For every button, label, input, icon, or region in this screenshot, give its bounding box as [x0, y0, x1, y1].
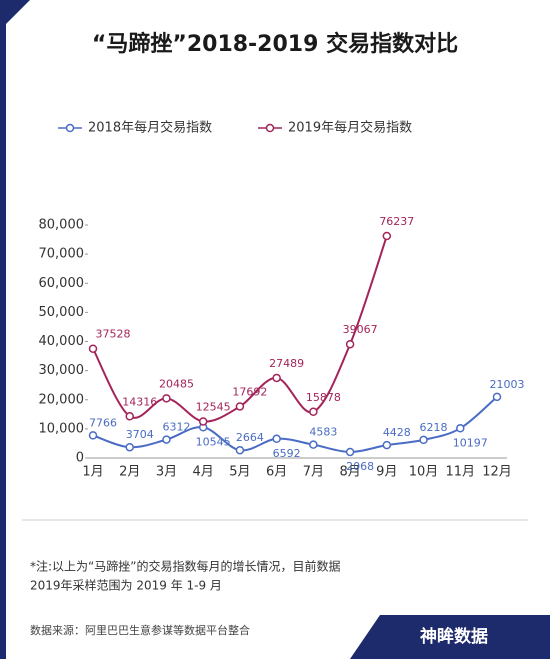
x-tick-label: 8月: [339, 465, 360, 480]
data-point: [272, 373, 281, 383]
data-point: [235, 445, 245, 455]
data-label: 6218: [420, 421, 448, 434]
y-tick-label: 80,000: [39, 218, 85, 233]
data-point: [88, 431, 98, 440]
legend-marker: [65, 123, 75, 133]
data-point: [162, 435, 171, 444]
legend-label: 2018年每月交易指数: [88, 120, 212, 136]
x-tick-label: 2月: [119, 465, 140, 480]
data-label: 2068: [346, 460, 374, 473]
data-label: 10197: [453, 436, 488, 449]
data-label: 4583: [309, 426, 337, 439]
brand: 神眸数据: [420, 626, 488, 647]
data-point: [125, 412, 134, 421]
x-tick-label: 5月: [229, 465, 250, 480]
data-label: 3704: [126, 428, 154, 441]
data-label: 10545: [196, 435, 231, 448]
data-label: 6312: [162, 421, 190, 434]
x-tick-label: 11月: [445, 465, 475, 480]
data-label: 4428: [383, 426, 411, 439]
y-tick-label: 70,000: [39, 247, 85, 262]
y-tick-label: 10,000: [39, 421, 85, 436]
data-label: 76237: [379, 215, 414, 228]
data-label: 20485: [159, 377, 194, 390]
data-point: [382, 440, 392, 450]
data-point: [382, 231, 392, 241]
data-point: [235, 402, 245, 411]
x-tick-label: 12月: [482, 465, 512, 480]
x-tick-label: 4月: [193, 465, 214, 480]
data-label: 7766: [89, 416, 117, 429]
y-tick-label: 30,000: [39, 363, 85, 378]
data-point: [272, 434, 281, 444]
y-tick-label: 40,000: [39, 334, 85, 349]
data-point: [162, 394, 171, 403]
chart-title: “马蹄挫”2018-2019 交易指数对比: [92, 31, 458, 57]
legend-label: 2019年每月交易指数: [288, 120, 412, 136]
legend-marker: [265, 123, 275, 133]
y-tick-label: 60,000: [39, 276, 85, 291]
data-label: 17692: [232, 385, 267, 398]
data-label: 39067: [343, 323, 378, 336]
data-point: [419, 435, 428, 445]
x-tick-label: 7月: [303, 465, 324, 480]
brand-bar: [350, 615, 550, 659]
data-label: 2664: [236, 431, 264, 444]
x-tick-label: 6月: [266, 465, 287, 480]
data-label: 15878: [306, 391, 341, 404]
data-point: [456, 424, 465, 433]
source: 数据来源：阿里巴巴生意参谋等数据平台整合: [30, 623, 250, 637]
x-tick-label: 3月: [156, 465, 177, 480]
data-point: [125, 442, 134, 452]
data-point: [88, 344, 98, 353]
y-tick-label: 50,000: [39, 305, 85, 320]
y-tick-label: 20,000: [39, 392, 85, 407]
data-label: 14316: [122, 395, 157, 408]
data-point: [198, 417, 208, 426]
x-tick-label: 1月: [82, 465, 103, 480]
data-label: 37528: [96, 328, 131, 341]
left-border: [0, 0, 6, 659]
data-point: [345, 447, 355, 457]
data-label: 27489: [269, 357, 304, 370]
data-label: 6592: [273, 447, 301, 460]
data-point: [309, 440, 318, 449]
data-point: [309, 407, 318, 417]
corner-decoration: [0, 0, 30, 30]
note: *注:以上为“马蹄挫”的交易指数每月的增长情况，目前数据: [30, 559, 340, 574]
x-tick-label: 10月: [409, 465, 439, 480]
data-point: [492, 392, 502, 402]
y-tick-label: 0: [76, 451, 84, 466]
data-label: 12545: [196, 400, 231, 413]
data-point: [345, 339, 355, 349]
note: 2019年采样范围为 2019 年 1-9 月: [30, 578, 222, 593]
data-label: 21003: [490, 378, 525, 391]
x-tick-label: 9月: [376, 465, 397, 480]
